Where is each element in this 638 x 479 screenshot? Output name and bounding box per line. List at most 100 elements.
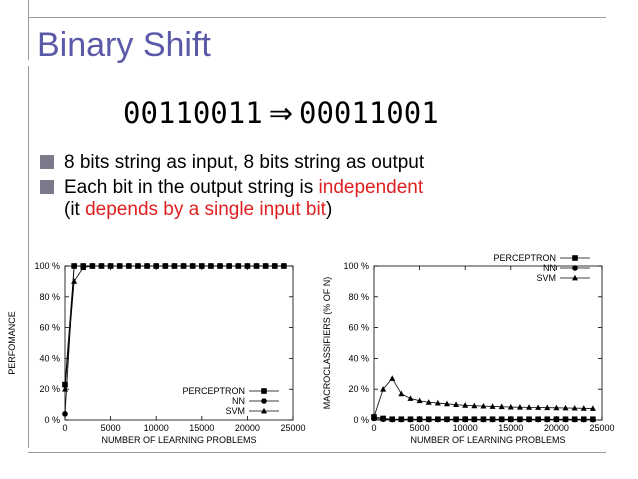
data-point-svm [262,262,269,269]
data-point-svm [507,403,514,410]
x-tick-label: 25000 [589,423,614,433]
legend-marker-nn [261,398,267,404]
y-tick-label: 100 % [343,261,369,271]
series-line-svm [373,377,593,418]
formula-output-bits: 00011001 [299,96,439,130]
data-point-nn [480,416,487,423]
data-point-nn [407,416,414,423]
performance-chart: 0 5000 10000 15000 20000 25000 0 % 20 % 40 % 60 %… [7,261,306,445]
legend-marker-nn [572,265,578,271]
data-point-nn [553,416,560,423]
data-point-svm [371,413,377,420]
data-point-nn [580,416,587,423]
data-point-svm [280,262,287,269]
slide-title: Binary Shift [37,26,211,64]
data-point-svm [71,278,78,284]
data-point-svm [62,386,68,392]
data-point-svm [498,403,505,410]
data-point-svm [562,404,569,411]
data-point-svm [398,390,405,397]
data-point-svm [462,402,469,408]
data-point-svm [116,262,123,269]
plot-frame [64,265,294,421]
data-point-svm [217,262,224,269]
data-point-nn [508,416,514,423]
data-point-nn [571,416,578,423]
data-point-svm [271,262,278,269]
data-point-nn [544,416,551,423]
data-point-svm [416,397,423,404]
data-point-svm [171,262,178,269]
bullet-continuation: (it depends by a single input bit) [40,198,620,221]
data-point-nn [380,416,386,423]
data-point-svm [489,403,496,409]
x-axis-label: NUMBER OF LEARNING PROBLEMS [410,435,565,445]
data-point-svm [589,405,596,411]
legend-label: NN [232,396,245,406]
data-point-svm [434,399,441,406]
data-point-svm [98,262,105,269]
bullet-list: 8 bits string as input, 8 bits string as… [40,151,620,223]
data-point-svm [162,262,169,269]
y-tick-label: 40 % [39,353,60,363]
bullet-text-plain: ) [325,199,333,220]
bullet-text-plain: (it [64,199,86,220]
data-point-svm [453,401,460,407]
data-point-svm [480,402,487,409]
data-point-svm [253,262,260,269]
x-tick-label: 0 [371,423,376,433]
x-tick-label: 0 [62,423,67,433]
y-axis-label: PERFOMANCE [7,311,17,375]
data-point-svm [544,404,551,411]
data-point-nn [462,416,468,423]
data-point-nn [517,416,523,423]
shift-formula: 00110011 ⇒ 00011001 [123,96,439,130]
y-axis-label: MACROCLASSIFIERS (% OF N) [322,277,332,410]
y-tick-label: 80 % [39,292,60,302]
x-tick-label: 20000 [235,423,260,433]
data-point-svm [89,262,96,269]
data-point-svm [526,404,533,410]
y-tick-label: 0 % [44,415,60,425]
formula-input-bits: 00110011 [123,96,263,130]
legend-label: SVM [536,273,556,283]
data-point-svm [407,395,414,401]
data-point-nn [435,416,441,423]
data-point-svm [144,262,151,269]
y-tick-label: 60 % [348,323,369,333]
data-point-svm [380,386,387,392]
x-tick-label: 5000 [410,423,430,433]
bullet-text-highlight: depends by a single input bit [85,199,326,220]
data-point-svm [389,375,396,381]
x-tick-label: 15000 [189,423,214,433]
series-line-perceptron [64,265,284,385]
bullet-item: Each bit in the output string is indepen… [40,176,620,199]
legend-marker-svm [572,274,578,281]
data-point-nn [444,416,450,423]
bullet-text: 8 bits string as input, 8 bits string as… [64,152,425,173]
data-point-svm [571,404,578,411]
data-point-nn [526,416,532,423]
x-tick-label: 25000 [280,423,305,433]
data-point-svm [125,262,132,269]
data-point-nn [489,416,496,423]
bullet-text: Each bit in the output string is indepen… [64,176,423,199]
data-point-nn [562,416,569,423]
slide-frame-top-line [28,17,606,18]
x-axis-label: NUMBER OF LEARNING PROBLEMS [101,435,256,445]
data-point-svm [535,404,542,410]
data-point-nn [398,416,405,423]
slide-frame-left-line-lower [28,66,29,448]
y-tick-label: 100 % [34,261,60,271]
series-line-nn [64,265,284,414]
y-tick-label: 60 % [39,323,60,333]
bullet-text-highlight: independent [318,177,424,198]
data-point-nn [471,416,478,423]
slide-frame-bottom-line [28,452,606,453]
x-tick-label: 20000 [544,423,569,433]
y-tick-label: 0 % [353,415,369,425]
data-point-nn [71,263,77,269]
y-tick-label: 80 % [348,292,369,302]
data-point-svm [189,262,196,269]
data-point-svm [207,262,214,269]
